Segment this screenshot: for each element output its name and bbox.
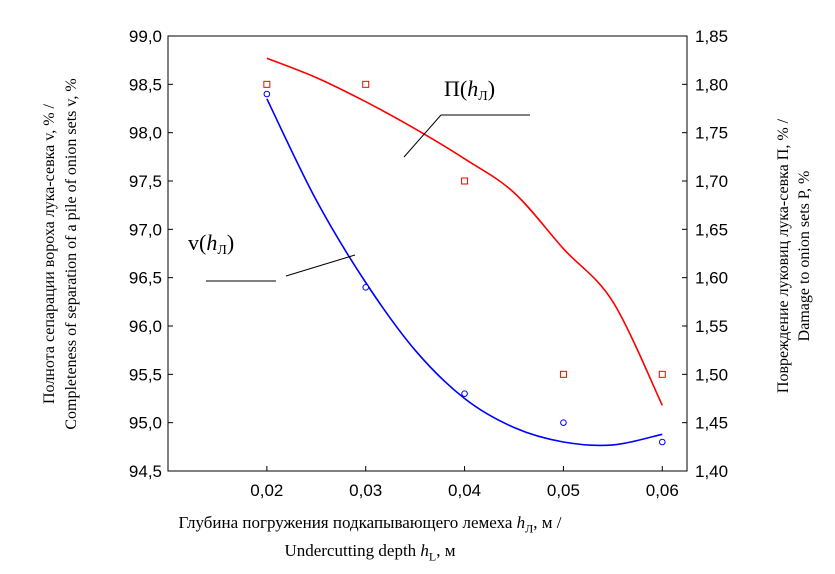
y-left-tick-label: 96,0: [129, 317, 162, 336]
x-tick-label: 0,02: [250, 481, 283, 500]
y-left-tick-label: 95,0: [129, 414, 162, 433]
nu-annotation: v(hЛ): [188, 230, 356, 282]
pi-label: П(hЛ): [444, 76, 495, 104]
damage-fit-curve: [266, 57, 664, 406]
y-right-tick-label: 1,55: [695, 317, 728, 336]
x-tick-label: 0,04: [448, 481, 481, 500]
pi-annotation: П(hЛ): [403, 76, 530, 158]
y-right-tick-label: 1,65: [695, 220, 728, 239]
y-left-tick-label: 96,5: [129, 269, 162, 288]
completeness-data-point: [461, 390, 468, 397]
y-axis-left-title-line1: Полнота сепарации вороха лука-севка v, %…: [41, 103, 58, 404]
y-axis-left-title-line2: Completeness of separation of a pile of …: [63, 78, 80, 429]
x-tick-label: 0,06: [646, 481, 679, 500]
damage-data-point: [263, 80, 271, 88]
completeness-data-point: [658, 438, 666, 446]
y-right-tick-label: 1,75: [695, 124, 728, 143]
y-axis-right-title-line2: Damage to onion sets P, %: [796, 171, 813, 342]
x-tick-label: 0,03: [349, 481, 382, 500]
completeness-data-point: [560, 419, 567, 426]
y-right-tick-label: 1,45: [695, 414, 728, 433]
damage-data-point: [658, 370, 666, 378]
y-left-tick-label: 98,0: [129, 124, 162, 143]
y-right-tick-label: 1,85: [695, 27, 728, 46]
pi-leader-line: [403, 114, 442, 158]
y-right-tick-label: 1,70: [695, 172, 728, 191]
y-left-tick-label: 97,5: [129, 172, 162, 191]
y-left-tick-label: 97,0: [129, 220, 162, 239]
completeness-fit-curve: [266, 98, 663, 447]
x-tick-label: 0,05: [547, 481, 580, 500]
y-right-tick-label: 1,60: [695, 269, 728, 288]
plot-area: [167, 35, 688, 472]
completeness-data-point: [263, 90, 271, 98]
y-right-tick-label: 1,80: [695, 75, 728, 94]
y-right-tick-label: 1,40: [695, 462, 728, 481]
completeness-data-point: [362, 284, 370, 291]
nu-leader-line: [285, 254, 356, 277]
x-axis-title-line1: Глубина погружения подкапывающего лемеха…: [178, 513, 562, 536]
damage-data-point: [362, 80, 370, 88]
damage-data-point: [461, 177, 469, 185]
damage-data-point: [559, 370, 567, 378]
y-right-tick-label: 1,50: [695, 365, 728, 384]
nu-label: v(hЛ): [188, 230, 234, 258]
y-left-tick-label: 99,0: [129, 27, 162, 46]
x-axis-title-line2: Undercutting depth hL, м: [284, 541, 456, 564]
y-left-tick-label: 94,5: [129, 462, 162, 481]
y-axis-right-title-line1: Повреждение луковиц лука-севка П, % /: [775, 118, 792, 393]
y-left-tick-label: 95,5: [129, 365, 162, 384]
y-left-tick-label: 98,5: [129, 75, 162, 94]
